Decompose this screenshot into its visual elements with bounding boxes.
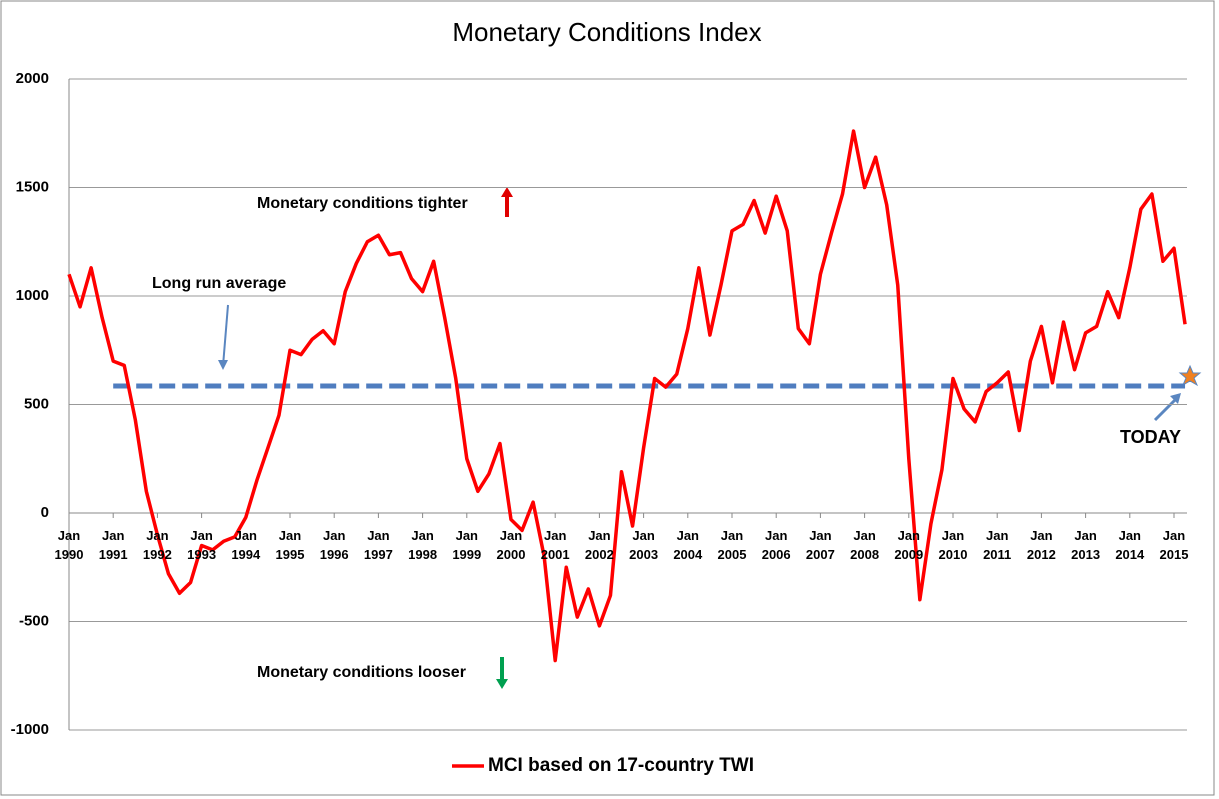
x-tick-label: Jan 2015 — [1159, 528, 1189, 562]
average-label: Long run average — [152, 275, 286, 292]
up-arrow — [501, 187, 513, 217]
x-tick-label: Jan 2013 — [1071, 528, 1101, 562]
x-tick-label: Jan 2007 — [805, 528, 835, 562]
x-tick-label: Jan 1996 — [319, 528, 349, 562]
y-tick-label: 1000 — [16, 287, 49, 304]
x-tick-label: Jan 2003 — [629, 528, 659, 562]
x-tick-label: Jan 1998 — [408, 528, 438, 562]
x-tick-label: Jan 2001 — [540, 528, 570, 562]
average-pointer-head — [218, 360, 228, 370]
annotation: TODAY — [1120, 427, 1181, 447]
x-tick-label: Jan 2004 — [673, 528, 703, 562]
x-tick-label: Jan 2011 — [983, 528, 1012, 562]
x-tick-label: Jan 2012 — [1026, 528, 1056, 562]
x-tick-label: Jan 2006 — [761, 528, 791, 562]
x-tick-label: Jan 2005 — [717, 528, 747, 562]
y-tick-label: -500 — [19, 612, 49, 629]
x-tick-label: Jan 2009 — [894, 528, 924, 562]
x-tick-label: Jan 2014 — [1115, 528, 1145, 562]
x-tick-label: Jan 1992 — [142, 528, 172, 562]
chart-title: Monetary Conditions Index — [452, 17, 761, 47]
today-pointer-head — [1170, 393, 1181, 404]
x-tick-label: Jan 1999 — [452, 528, 482, 562]
x-tick-label: Jan 1997 — [363, 528, 393, 562]
y-tick-label: -1000 — [11, 721, 49, 738]
down-arrow — [496, 657, 508, 689]
legend-label: MCI based on 17-country TWI — [488, 755, 754, 776]
x-tick-label: Jan 1991 — [98, 528, 128, 562]
annotation: Monetary conditions looser — [257, 664, 466, 681]
y-tick-label: 2000 — [16, 70, 49, 87]
x-tick-label: Jan 1993 — [187, 528, 217, 562]
x-tick-label: Jan 1995 — [275, 528, 305, 562]
y-tick-label: 1500 — [16, 178, 49, 195]
x-tick-label: Jan 2002 — [584, 528, 614, 562]
today-star — [1178, 364, 1202, 387]
y-tick-label: 0 — [41, 504, 49, 521]
x-tick-label: Jan 2008 — [850, 528, 880, 562]
x-tick-label: Jan 2010 — [938, 528, 968, 562]
annotation: Monetary conditions tighter — [257, 195, 468, 212]
x-tick-label: Jan 1994 — [231, 528, 261, 562]
data-line — [67, 129, 1187, 663]
today-pointer — [1153, 396, 1179, 422]
y-tick-label: 500 — [24, 395, 49, 412]
average-pointer — [222, 304, 229, 367]
x-tick-label: Jan 1990 — [54, 528, 84, 562]
x-tick-label: Jan 2000 — [496, 528, 526, 562]
